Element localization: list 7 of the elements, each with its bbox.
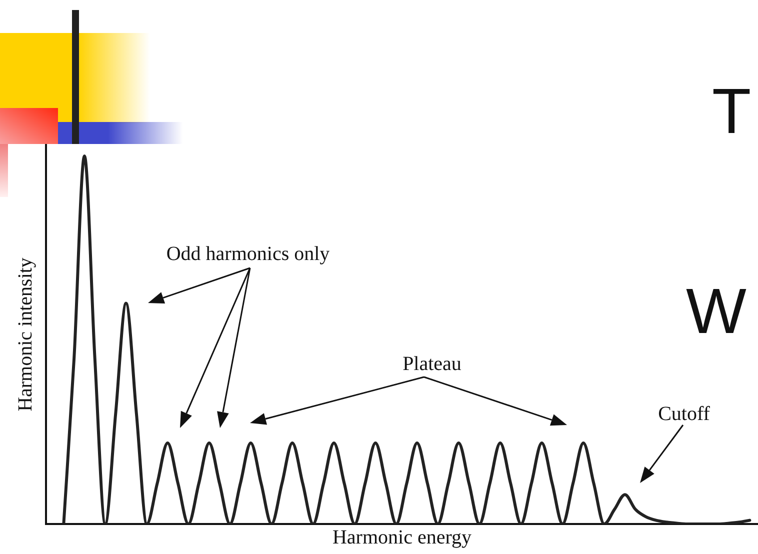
annotation: Cutoff [658,403,710,425]
x-axis-title: Harmonic energy [332,526,472,548]
annotation: Odd harmonics only [166,243,330,265]
y-axis-title: Harmonic intensity [14,258,36,412]
text: T [712,75,752,147]
annotation: W [686,275,747,347]
annotation: Plateau [402,353,462,375]
